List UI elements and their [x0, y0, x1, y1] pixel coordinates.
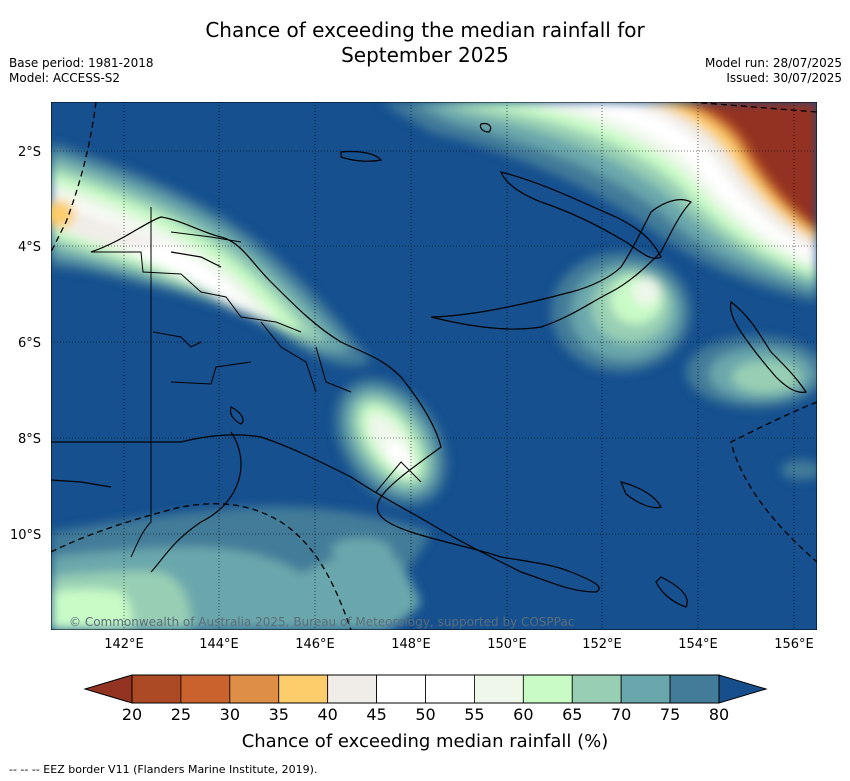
colorbar-over-arrow [718, 674, 768, 704]
lon-label-152E: 152°E [582, 637, 622, 652]
colorbar-cells [131, 674, 720, 704]
colorbar: 20 25 30 35 40 45 50 55 60 65 70 75 80 Chance of exc… [83, 674, 768, 752]
lon-label-146E: 146°E [295, 637, 335, 652]
lat-label-8S: 8°S [18, 432, 41, 447]
colorbar-tick-label: 35 [269, 705, 289, 724]
model-text: Model: ACCESS-S2 [9, 71, 121, 85]
lon-label-156E: 156°E [774, 637, 814, 652]
lon-label-148E: 148°E [391, 637, 431, 652]
colorbar-tick-label: 50 [415, 705, 435, 724]
colorbar-cell [571, 674, 622, 704]
lat-label-2S: 2°S [18, 145, 41, 160]
lon-label-150E: 150°E [487, 637, 527, 652]
colorbar-cell [278, 674, 329, 704]
colorbar-tick-label: 75 [660, 705, 680, 724]
colorbar-cell [474, 674, 524, 704]
colorbar-tick-label: 45 [366, 705, 386, 724]
colorbar-tick-label: 60 [513, 705, 533, 724]
colorbar-cell [425, 674, 475, 704]
lon-label-144E: 144°E [199, 637, 239, 652]
meta-left: Base period: 1981-2018 Model: ACCESS-S2 [9, 56, 154, 86]
graticule [51, 102, 817, 630]
colorbar-ticks: 20 25 30 35 40 45 50 55 60 65 70 75 80 [122, 705, 729, 724]
colorbar-cell [229, 674, 280, 704]
colorbar-cell [376, 674, 426, 704]
lon-labels: 142°E 144°E 146°E 148°E 150°E 152°E 154°… [104, 637, 814, 652]
base-period-text: Base period: 1981-2018 [9, 56, 154, 70]
colorbar-tick-label: 55 [464, 705, 484, 724]
chart-title: Chance of exceeding the median rainfall … [0, 18, 850, 68]
title-line-2: September 2025 [341, 43, 509, 67]
probability-contours [51, 102, 817, 630]
lat-labels: 2°S 4°S 6°S 8°S 10°S [10, 145, 41, 543]
lat-label-4S: 4°S [18, 240, 41, 255]
borders [91, 207, 422, 558]
title-line-1: Chance of exceeding the median rainfall … [205, 18, 645, 42]
eez-borders [51, 102, 817, 630]
copyright-text: © Commonwealth of Australia 2025, Bureau… [69, 615, 574, 629]
meta-right: Model run: 28/07/2025 Issued: 30/07/2025 [705, 56, 842, 86]
issued-text: Issued: 30/07/2025 [726, 71, 842, 85]
colorbar-cell [522, 674, 573, 704]
colorbar-cell [620, 674, 671, 704]
lat-label-10S: 10°S [10, 528, 41, 543]
colorbar-tick-label: 20 [122, 705, 142, 724]
rainfall-map: © Commonwealth of Australia 2025, Bureau… [51, 102, 817, 630]
lat-label-6S: 6°S [18, 336, 41, 351]
lon-label-154E: 154°E [678, 637, 718, 652]
colorbar-label: Chance of exceeding median rainfall (%) [242, 731, 609, 752]
colorbar-tick-label: 40 [317, 705, 337, 724]
coastlines [51, 122, 807, 608]
colorbar-cell [180, 674, 231, 704]
colorbar-tick-label: 80 [709, 705, 729, 724]
colorbar-tick-label: 30 [220, 705, 240, 724]
colorbar-tick-label: 25 [171, 705, 191, 724]
lon-label-142E: 142°E [104, 637, 144, 652]
colorbar-cell [131, 674, 182, 704]
colorbar-tick-label: 70 [611, 705, 631, 724]
colorbar-tick-label: 65 [562, 705, 582, 724]
colorbar-cell [669, 674, 720, 704]
colorbar-cell [327, 674, 377, 704]
colorbar-under-arrow [83, 674, 133, 704]
model-run-text: Model run: 28/07/2025 [704, 56, 842, 70]
eez-footnote: -- -- -- EEZ border V11 (Flanders Marine… [9, 763, 318, 776]
